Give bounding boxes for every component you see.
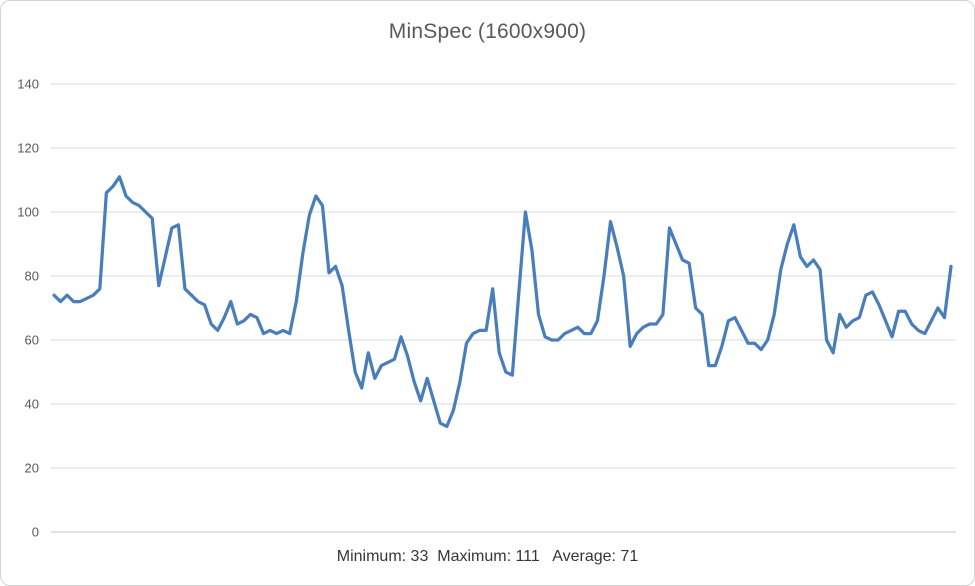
stats-caption: Minimum: 33 Maximum: 111 Average: 71 (336, 548, 639, 565)
chart-title: MinSpec (1600x900) (388, 20, 587, 43)
y-axis-tick-label: 60 (25, 333, 39, 348)
y-axis-tick-label: 80 (25, 269, 39, 284)
y-axis-tick-label: 100 (17, 205, 39, 220)
y-axis-tick-label: 40 (25, 397, 39, 412)
y-axis-tick-label: 140 (17, 77, 39, 92)
y-axis-tick-label: 20 (25, 461, 39, 476)
y-axis-tick-label: 0 (32, 525, 39, 540)
data-series-line (52, 175, 953, 429)
y-axis-tick-label: 120 (17, 141, 39, 156)
